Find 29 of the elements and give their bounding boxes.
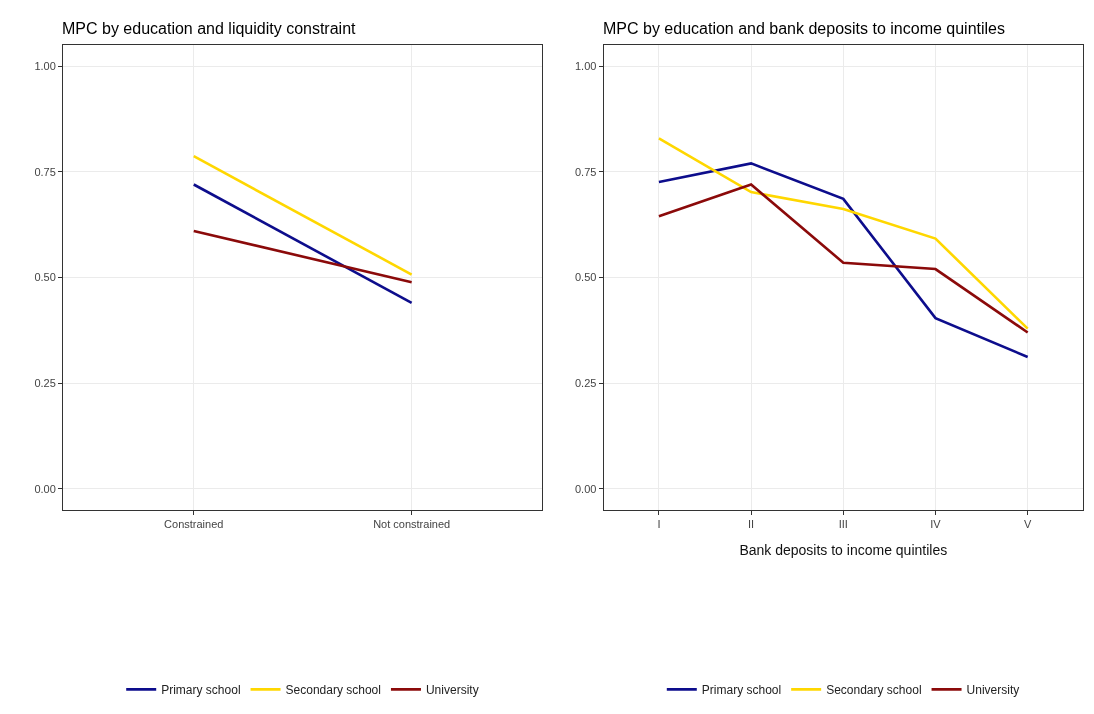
y-tick-label: 1.00 xyxy=(34,59,56,72)
x-axis-title: Bank deposits to income quintiles xyxy=(739,541,948,558)
line-series xyxy=(657,183,1029,334)
legend-label: University xyxy=(966,683,1020,698)
legend-label: Primary school xyxy=(161,683,241,698)
x-tick-label: III xyxy=(838,518,848,531)
y-tick-label: 1.00 xyxy=(574,59,597,72)
y-tick-label: 0.75 xyxy=(574,165,597,178)
legend-label: Secondary school xyxy=(285,683,381,698)
y-tick-label: 0.00 xyxy=(34,482,56,495)
y-tick-label: 0.75 xyxy=(34,165,56,178)
y-tick-label: 0.00 xyxy=(574,482,597,495)
legend-label: University xyxy=(425,683,479,698)
x-tick-label: V xyxy=(1024,518,1033,531)
line-series xyxy=(657,137,1029,330)
chart-title: MPC by education and bank deposits to income quintiles xyxy=(603,20,1006,37)
y-tick-label: 0.50 xyxy=(574,271,597,284)
y-tick-label: 0.50 xyxy=(34,271,56,284)
legend-label: Primary school xyxy=(701,683,782,698)
x-tick-label: I xyxy=(657,518,661,531)
x-tick-label: Not constrained xyxy=(373,518,451,531)
y-tick-label: 0.25 xyxy=(34,377,56,390)
x-tick-label: IV xyxy=(930,518,942,531)
chart-title: MPC by education and liquidity constraint xyxy=(62,20,357,37)
y-tick-label: 0.25 xyxy=(574,377,597,390)
x-tick-label: II xyxy=(748,518,755,531)
x-tick-label: Constrained xyxy=(164,518,224,531)
line-series xyxy=(657,162,1029,359)
legend-label: Secondary school xyxy=(826,683,922,698)
